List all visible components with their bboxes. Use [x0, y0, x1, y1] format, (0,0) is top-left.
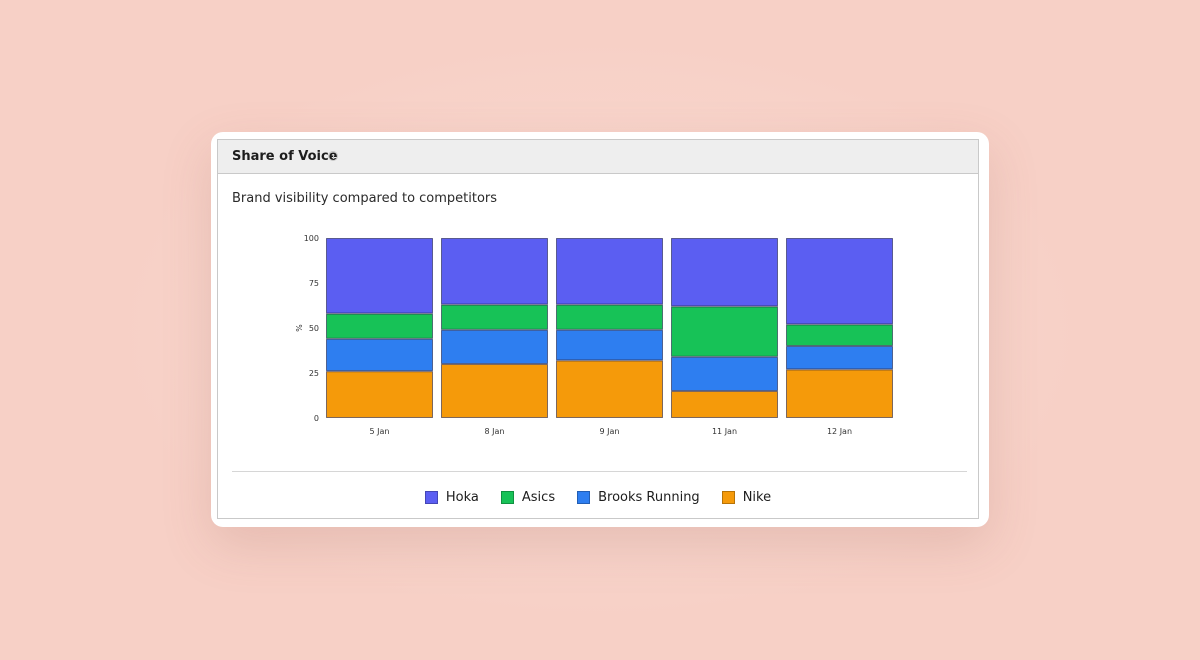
- legend-label: Hoka: [445, 489, 479, 505]
- share-of-voice-card: Share of Voice Brand visibility compared…: [217, 139, 979, 519]
- legend-swatch-brooks-running: [577, 490, 591, 504]
- legend-label: Brooks Running: [598, 489, 700, 505]
- chart-legend: Hoka Asics Brooks Running Nike: [218, 487, 978, 507]
- bar-segment-asics[interactable]: [441, 304, 548, 330]
- card-header: Share of Voice: [218, 140, 978, 174]
- x-tick-label: 11 Jan: [712, 427, 737, 436]
- legend-swatch-hoka: [424, 490, 438, 504]
- bar-segment-hoka[interactable]: [326, 238, 433, 314]
- y-axis-label: %: [294, 324, 303, 332]
- bar-segment-asics[interactable]: [326, 313, 433, 339]
- bar-segment-asics[interactable]: [786, 324, 893, 346]
- legend-swatch-asics: [500, 490, 514, 504]
- y-tick-label: 100: [304, 234, 319, 243]
- bar-segment-hoka[interactable]: [671, 238, 778, 307]
- legend-item-hoka[interactable]: Hoka: [424, 489, 479, 505]
- bar-segment-hoka[interactable]: [441, 238, 548, 305]
- y-tick-label: 25: [309, 369, 319, 378]
- bar-segment-nike[interactable]: [441, 364, 548, 418]
- bar-segment-brooks-running[interactable]: [671, 356, 778, 392]
- y-tick-label: 50: [309, 324, 319, 333]
- legend-item-asics[interactable]: Asics: [500, 489, 556, 505]
- bar-segment-brooks-running[interactable]: [441, 329, 548, 365]
- bar-segment-hoka[interactable]: [786, 238, 893, 325]
- bar-segment-nike[interactable]: [326, 371, 433, 418]
- y-tick-label: 75: [309, 279, 319, 288]
- bar-segment-nike[interactable]: [556, 360, 663, 418]
- legend-item-brooks-running[interactable]: Brooks Running: [577, 490, 700, 505]
- info-icon[interactable]: [328, 151, 338, 161]
- bar-segment-asics[interactable]: [671, 306, 778, 357]
- bar-segment-brooks-running[interactable]: [326, 338, 433, 372]
- card-title: Share of Voice: [232, 149, 338, 164]
- bar-segment-asics[interactable]: [556, 304, 663, 330]
- bar-segment-nike[interactable]: [786, 369, 893, 418]
- legend-label: Nike: [742, 489, 772, 505]
- x-tick-label: 5 Jan: [370, 427, 390, 436]
- legend-label: Asics: [521, 489, 556, 505]
- bar-segment-nike[interactable]: [671, 391, 778, 418]
- legend-item-nike[interactable]: Nike: [721, 489, 772, 505]
- bar-segment-hoka[interactable]: [556, 238, 663, 305]
- stacked-bar-chart: 0 25 50 75 100% 5 Jan 8 Jan 9 Jan 11 Jan 12 Jan: [294, 234, 893, 436]
- x-tick-label: 8 Jan: [485, 427, 505, 436]
- bar-segment-brooks-running[interactable]: [786, 346, 893, 370]
- y-tick-label: 0: [314, 414, 319, 423]
- legend-divider: [232, 471, 967, 472]
- x-tick-label: 9 Jan: [600, 427, 620, 436]
- x-tick-label: 12 Jan: [827, 427, 852, 436]
- chart-subtitle: Brand visibility compared to competitors: [232, 191, 498, 206]
- bar-segment-brooks-running[interactable]: [556, 329, 663, 361]
- legend-swatch-nike: [721, 490, 735, 504]
